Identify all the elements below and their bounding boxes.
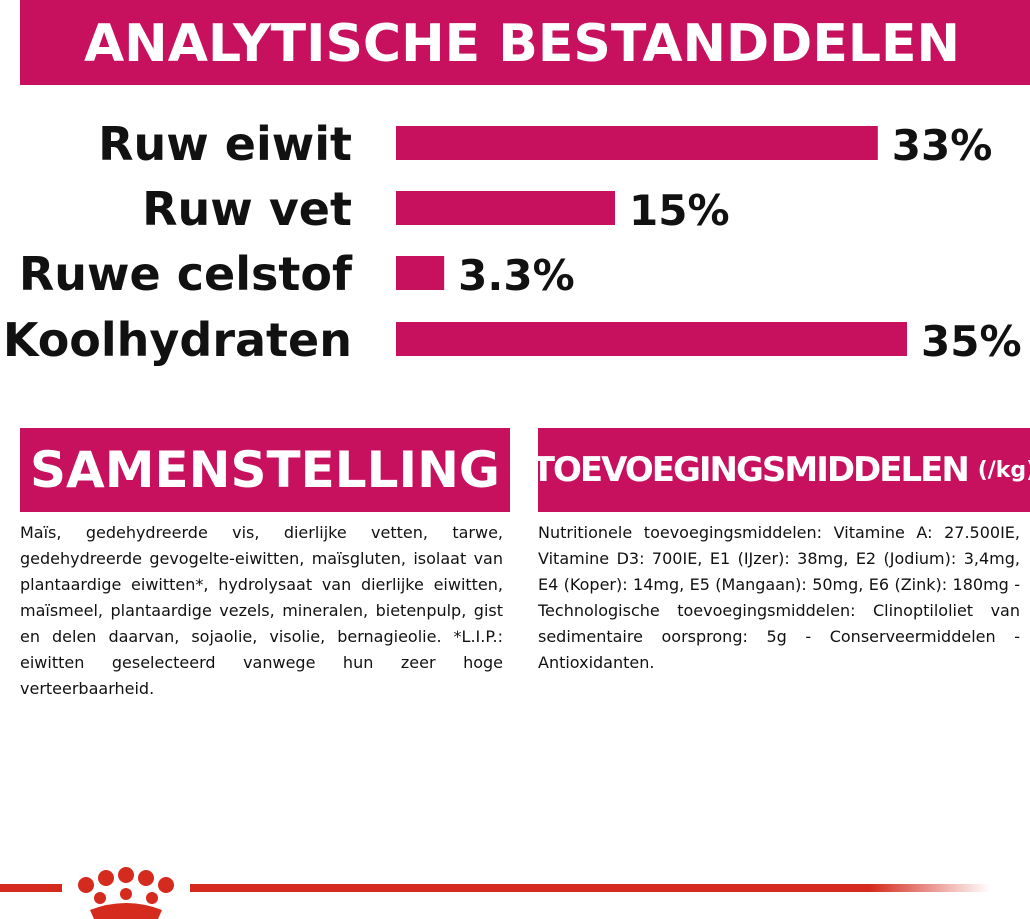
bar <box>396 322 907 356</box>
chart-title: ANALYTISCHE BESTANDDELEN <box>84 14 960 74</box>
logo <box>78 867 174 919</box>
value-label: 33% <box>892 121 993 170</box>
section-title: TOEVOEGINGSMIDDELEN <box>538 450 970 490</box>
category-label: Ruw vet <box>142 182 352 236</box>
category-label: Koolhydraten <box>3 313 352 367</box>
title-band <box>20 0 1030 85</box>
section-header: TOEVOEGINGSMIDDELEN (/kg) <box>538 428 1030 512</box>
value-label: 35% <box>921 317 1022 366</box>
bar <box>396 191 615 225</box>
category-label: Ruwe celstof <box>19 247 353 301</box>
footer-line <box>190 884 990 892</box>
bar <box>396 126 878 160</box>
value-label: 3.3% <box>458 251 574 300</box>
footer-line <box>0 884 62 892</box>
category-label: Ruw eiwit <box>98 117 352 171</box>
section-title: SAMENSTELLING <box>30 441 500 499</box>
value-label: 15% <box>629 186 730 235</box>
section-header: SAMENSTELLING <box>20 428 510 512</box>
section-text: Nutritionele toevoegingsmiddelen: Vitami… <box>538 523 1020 672</box>
section-unit: (/kg) <box>977 457 1030 483</box>
section-text: Maïs, gedehydreerde vis, dierlijke vette… <box>20 523 503 698</box>
bar <box>396 256 445 290</box>
